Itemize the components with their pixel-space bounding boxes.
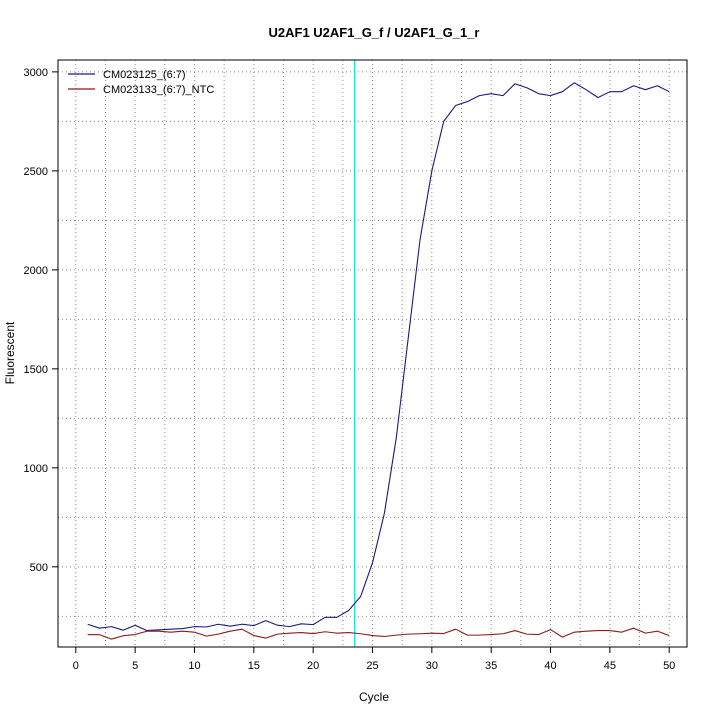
x-tick-label: 20 [307,660,319,672]
y-tick-label: 1000 [24,463,48,475]
x-tick-label: 5 [132,660,138,672]
x-tick-label: 45 [604,660,616,672]
y-tick-label: 2500 [24,166,48,178]
y-tick-label: 500 [30,562,48,574]
series-line-1 [87,82,670,632]
x-axis-label: Cycle [359,690,389,704]
x-tick-label: 25 [366,660,378,672]
series-layer [87,82,670,640]
legend-label: CM023125_(6:7) [103,69,186,81]
series-line-2 [87,627,670,640]
grid-lines [58,60,687,647]
x-tick-label: 15 [248,660,260,672]
x-tick-label: 50 [663,660,675,672]
x-tick-label: 10 [188,660,200,672]
y-tick-label: 3000 [24,67,48,79]
x-tick-label: 30 [426,660,438,672]
chart-title: U2AF1 U2AF1_G_f / U2AF1_G_1_r [269,25,480,40]
legend: CM023125_(6:7) CM023133_(6:7)_NTC [68,69,214,96]
y-axis-label: Fluorescent [3,321,17,384]
y-tick-label: 2000 [24,265,48,277]
legend-label: CM023133_(6:7)_NTC [103,84,214,96]
axes: 0 5 10 15 20 25 30 35 40 45 50 500 1000 1500 2000 2500 3… [24,67,676,672]
x-tick-label: 35 [485,660,497,672]
x-tick-label: 0 [73,660,79,672]
y-tick-label: 1500 [24,364,48,376]
x-tick-label: 40 [544,660,556,672]
